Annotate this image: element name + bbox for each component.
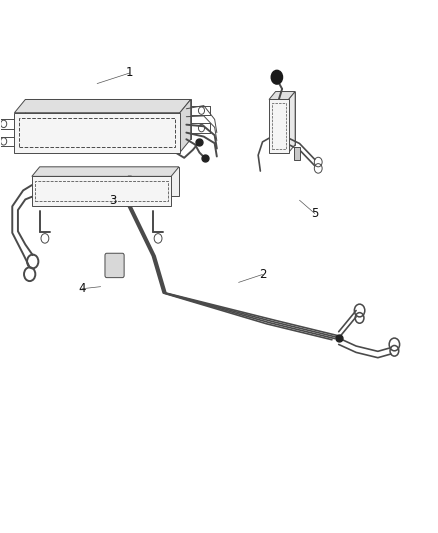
Polygon shape bbox=[269, 92, 295, 100]
Polygon shape bbox=[40, 167, 179, 196]
Bar bbox=[294, 147, 300, 160]
Text: 3: 3 bbox=[109, 193, 116, 207]
Polygon shape bbox=[269, 100, 289, 152]
Polygon shape bbox=[289, 92, 295, 152]
Polygon shape bbox=[180, 100, 191, 152]
Circle shape bbox=[271, 70, 283, 84]
Text: 4: 4 bbox=[78, 282, 86, 295]
Text: 5: 5 bbox=[311, 207, 318, 220]
Polygon shape bbox=[32, 167, 179, 176]
FancyBboxPatch shape bbox=[105, 253, 124, 278]
Polygon shape bbox=[32, 176, 171, 206]
Text: 1: 1 bbox=[126, 67, 134, 79]
Polygon shape bbox=[276, 92, 295, 144]
Text: 2: 2 bbox=[259, 268, 266, 281]
Polygon shape bbox=[14, 100, 191, 113]
Polygon shape bbox=[25, 100, 191, 139]
Polygon shape bbox=[14, 113, 180, 152]
